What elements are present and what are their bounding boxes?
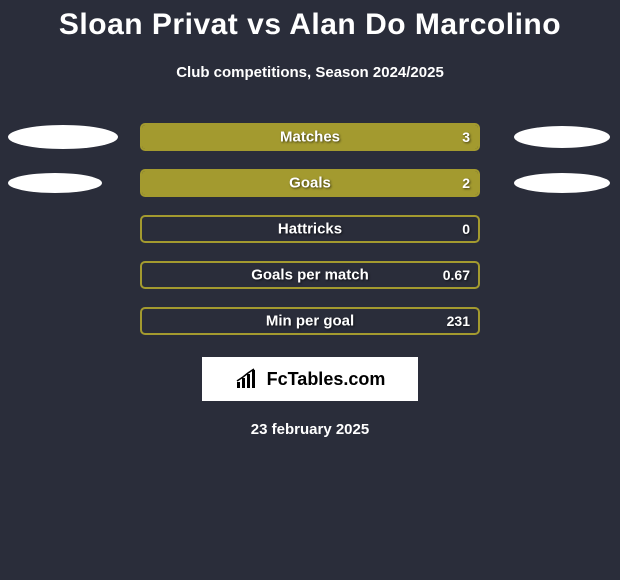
subtitle: Club competitions, Season 2024/2025: [176, 64, 444, 81]
stat-row: Goals 2: [0, 169, 620, 197]
right-value-ellipse: [514, 126, 610, 148]
logo-box[interactable]: FcTables.com: [202, 357, 418, 401]
date-text: 23 february 2025: [251, 421, 369, 438]
stat-label: Hattricks: [278, 221, 342, 238]
stat-value-right: 2: [462, 175, 470, 191]
logo-text: FcTables.com: [267, 369, 386, 390]
stat-value-right: 0.67: [443, 267, 470, 283]
stat-row: Hattricks 0: [0, 215, 620, 243]
left-value-ellipse: [8, 125, 118, 149]
stat-row: Goals per match 0.67: [0, 261, 620, 289]
page-title: Sloan Privat vs Alan Do Marcolino: [59, 8, 561, 42]
stat-value-right: 231: [447, 313, 470, 329]
left-value-ellipse: [8, 173, 102, 193]
stat-bar: Matches 3: [140, 123, 480, 151]
stat-row: Min per goal 231: [0, 307, 620, 335]
stat-bar: Hattricks 0: [140, 215, 480, 243]
right-value-ellipse: [514, 173, 610, 193]
stat-label: Goals: [289, 175, 331, 192]
stat-bar: Goals 2: [140, 169, 480, 197]
stat-label: Min per goal: [266, 313, 354, 330]
stat-value-right: 0: [462, 221, 470, 237]
stat-row: Matches 3: [0, 123, 620, 151]
stat-bar: Min per goal 231: [140, 307, 480, 335]
stat-label: Goals per match: [251, 267, 369, 284]
stat-value-right: 3: [462, 129, 470, 145]
chart-icon: [235, 368, 263, 390]
stat-bar: Goals per match 0.67: [140, 261, 480, 289]
stat-label: Matches: [280, 129, 340, 146]
stat-rows: Matches 3 Goals 2 Hattricks 0 Goals per match 0…: [0, 123, 620, 335]
comparison-container: Sloan Privat vs Alan Do Marcolino Club c…: [0, 0, 620, 438]
